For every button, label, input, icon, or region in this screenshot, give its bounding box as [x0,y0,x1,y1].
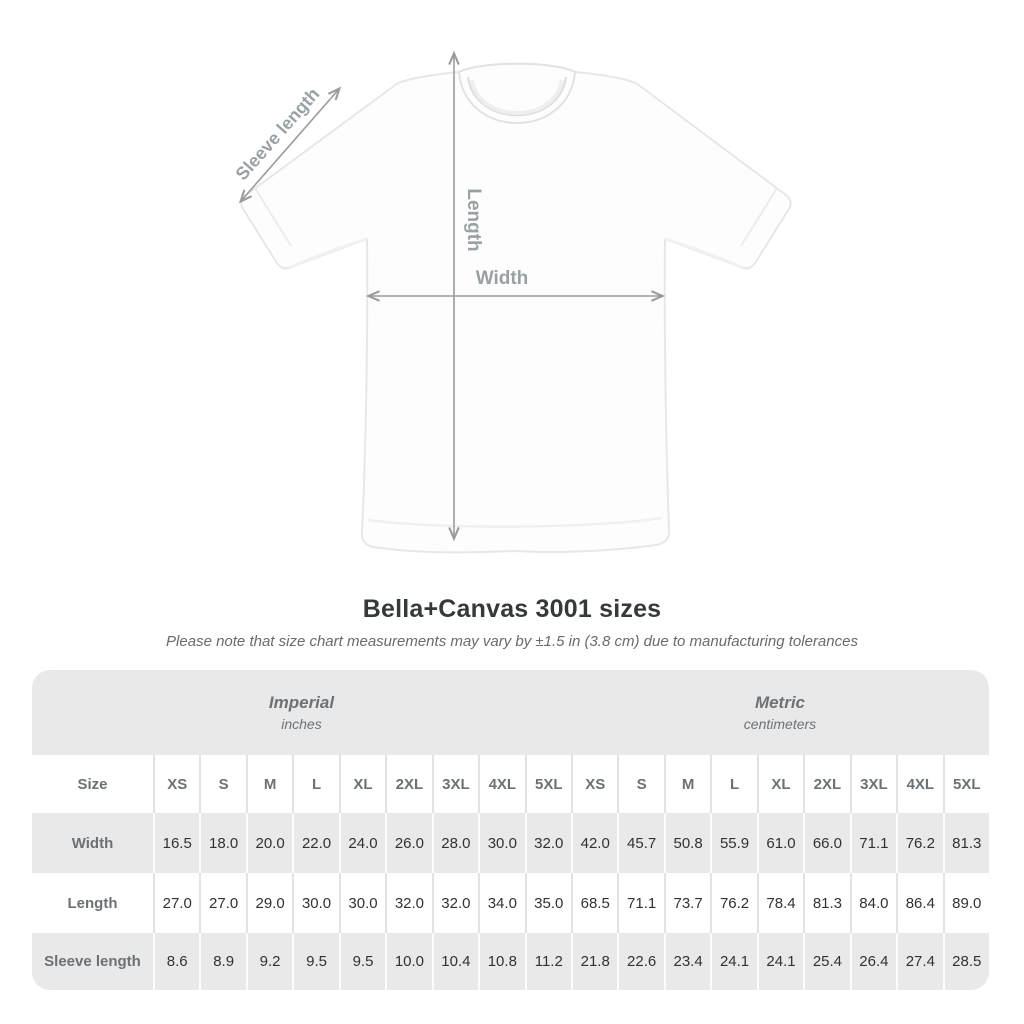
column-header-metric-xl: XL [756,755,803,813]
value-cell: 24.1 [710,933,757,990]
value-cell: 24.1 [756,933,804,990]
value-cell: 10.4 [431,933,479,990]
column-header-imperial-m: M [245,755,292,813]
length-label: Length [463,188,484,251]
value-cell: 71.1 [617,873,663,933]
column-header-imperial-xs: XS [153,755,199,813]
value-cell: 10.8 [478,933,525,990]
value-cell: 16.5 [153,813,200,873]
value-cell: 68.5 [570,873,617,933]
value-cell: 26.0 [385,813,432,873]
sleeve-length-arrow [238,86,342,204]
column-header-metric-5xl: 5XL [942,755,989,813]
value-cell: 34.0 [478,873,524,933]
value-cell: 10.0 [385,933,432,990]
value-cell: 9.5 [338,933,386,990]
column-header-imperial-2xl: 2XL [385,755,431,813]
column-header-metric-xs: XS [570,755,617,813]
value-cell: 22.0 [292,813,339,873]
value-cell: 18.0 [199,813,246,873]
size-table: Imperial inches Metric centimeters Size X… [32,670,989,990]
column-header-size: Size [77,775,108,793]
column-header-metric-4xl: 4XL [896,755,942,813]
row-label: Width [32,813,153,873]
unit-group-imperial-sublabel: inches [281,716,322,732]
column-header-imperial-3xl: 3XL [431,755,478,813]
tshirt-illustration [240,62,792,554]
value-cell: 25.4 [803,933,850,990]
value-cell: 32.0 [385,873,431,933]
column-header-metric-3xl: 3XL [849,755,896,813]
value-cell: 27.0 [199,873,245,933]
column-header-imperial-5xl: 5XL [524,755,571,813]
unit-group-imperial-label: Imperial [268,693,335,712]
tshirt-diagram: Width Length Sleeve length [232,50,792,554]
value-cell: 26.4 [849,933,897,990]
value-cell: 78.4 [756,873,803,933]
tolerance-note: Please note that size chart measurements… [166,633,858,650]
page-title: Bella+Canvas 3001 sizes [362,595,662,623]
row-label: Length [67,894,118,912]
value-cell: 55.9 [710,813,757,873]
value-cell: 9.2 [245,933,293,990]
value-cell: 35.0 [524,873,571,933]
value-cell: 86.4 [896,873,942,933]
column-header-imperial-s: S [199,755,245,813]
value-cell: 32.0 [524,813,571,873]
unit-group-metric-label: Metric [754,693,806,712]
value-cell: 61.0 [756,813,804,873]
unit-group-imperial: Imperial inches [32,670,571,755]
value-cell: 30.0 [478,813,525,873]
value-cell: 71.1 [849,813,897,873]
value-cell: 28.0 [431,813,479,873]
value-cell: 30.0 [338,873,385,933]
value-cell: 28.5 [942,933,989,990]
value-cell: 81.3 [942,813,989,873]
value-cell: 23.4 [663,933,711,990]
value-cell: 27.0 [153,873,199,933]
column-header-metric-l: L [710,755,756,813]
value-cell: 30.0 [292,873,338,933]
column-header-imperial-4xl: 4XL [478,755,524,813]
value-cell: 76.2 [710,873,756,933]
column-header-imperial-xl: XL [338,755,385,813]
value-cell: 21.8 [570,933,618,990]
value-cell: 20.0 [245,813,293,873]
column-header-metric-m: M [663,755,710,813]
value-cell: 8.9 [199,933,246,990]
unit-group-metric: Metric centimeters [570,670,989,755]
row-label: Sleeve length [32,933,153,990]
value-cell: 24.0 [338,813,386,873]
value-cell: 29.0 [245,873,292,933]
value-cell: 84.0 [849,873,896,933]
column-header-metric-2xl: 2XL [803,755,849,813]
value-cell: 22.6 [617,933,664,990]
value-cell: 32.0 [431,873,478,933]
value-cell: 9.5 [292,933,339,990]
value-cell: 42.0 [570,813,618,873]
value-cell: 66.0 [803,813,850,873]
value-cell: 27.4 [896,933,943,990]
value-cell: 81.3 [803,873,849,933]
column-header-imperial-l: L [292,755,338,813]
unit-group-metric-sublabel: centimeters [743,716,817,732]
value-cell: 50.8 [663,813,711,873]
value-cell: 73.7 [663,873,710,933]
column-header-metric-s: S [617,755,663,813]
value-cell: 11.2 [524,933,571,990]
value-cell: 76.2 [896,813,943,873]
value-cell: 89.0 [942,873,989,933]
value-cell: 45.7 [617,813,664,873]
width-label: Width [476,268,529,289]
value-cell: 8.6 [153,933,200,990]
